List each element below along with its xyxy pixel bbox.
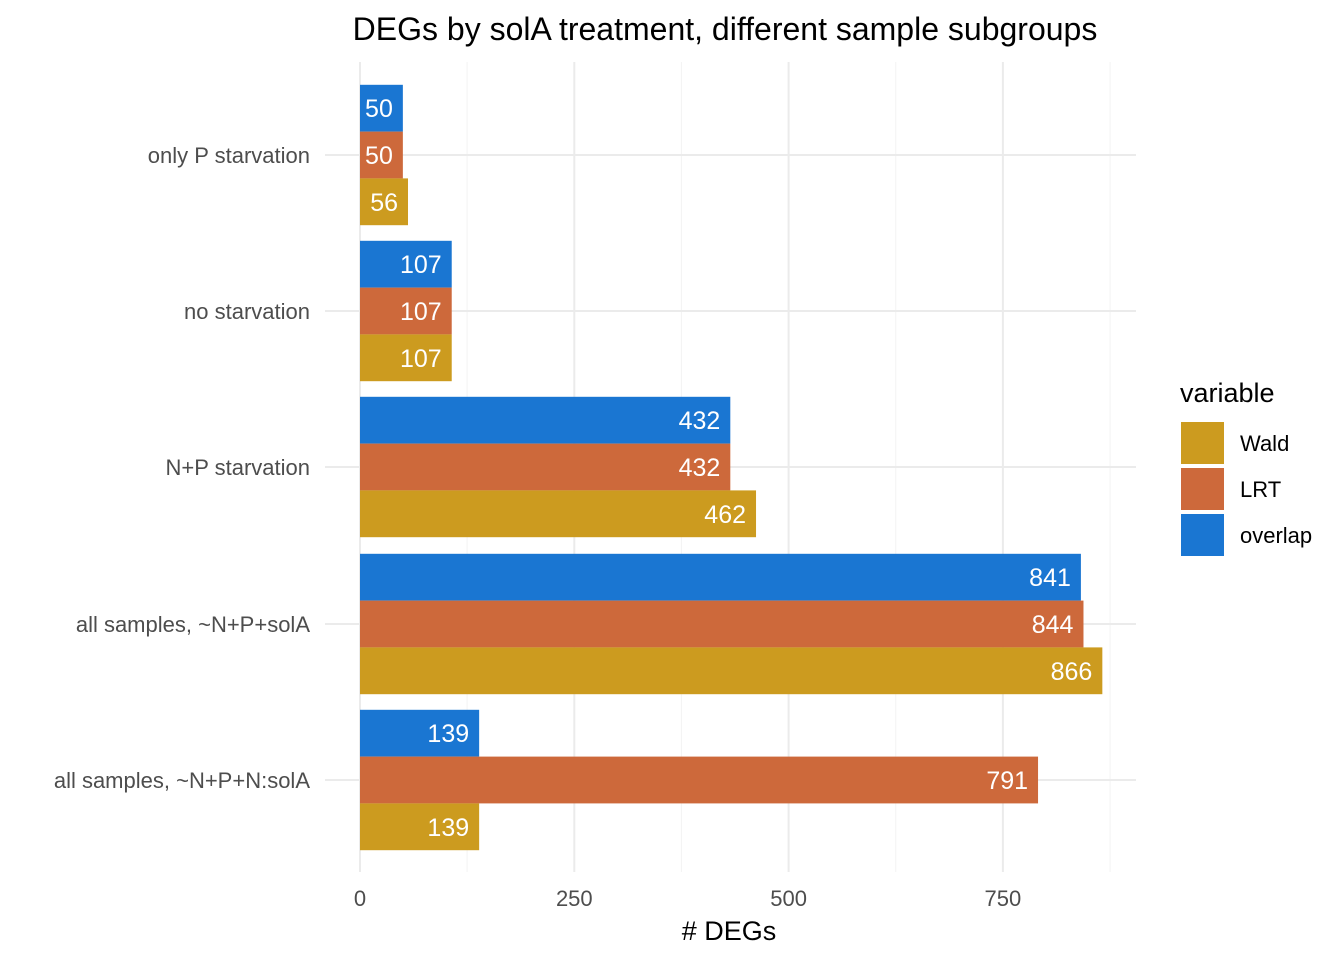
- bar-value-label: 841: [1029, 564, 1071, 592]
- axes: only P starvation no starvation N+P starva…: [54, 143, 1021, 911]
- y-tick-label: only P starvation: [148, 143, 310, 168]
- x-axis-title: # DEGs: [682, 916, 777, 946]
- bar-value-label: 866: [1051, 658, 1093, 686]
- bar-labels: 50 50 56 107 107 107 432 432 462 841 844 866 139 791 1…: [365, 95, 1092, 842]
- bar-lrt: [360, 287, 452, 335]
- bar-value-label: 139: [427, 720, 469, 748]
- bar-value-label: 462: [704, 501, 746, 529]
- bar-value-label: 844: [1032, 611, 1074, 639]
- bar-value-label: 50: [365, 95, 393, 123]
- bar-wald: [360, 803, 480, 851]
- y-tick-label: no starvation: [184, 299, 310, 324]
- bar-overlap: [360, 709, 480, 757]
- bar-value-label: 139: [427, 814, 469, 842]
- legend-title: variable: [1180, 378, 1275, 408]
- legend-label-overlap: overlap: [1240, 523, 1312, 548]
- bar-wald: [360, 334, 452, 382]
- legend-key-wald: [1181, 422, 1224, 464]
- bar-lrt: [360, 600, 1084, 648]
- legend-key-lrt: [1181, 468, 1224, 510]
- legend-key-overlap: [1181, 514, 1224, 556]
- x-tick-label: 750: [985, 886, 1022, 911]
- y-tick-label: all samples, ~N+P+N:solA: [54, 768, 310, 793]
- y-tick-label: N+P starvation: [165, 455, 310, 480]
- bar-value-label: 56: [370, 189, 398, 217]
- bar-overlap: [360, 553, 1081, 601]
- bar-lrt: [360, 756, 1039, 804]
- bar-value-label: 107: [400, 251, 442, 279]
- bar-lrt: [360, 131, 403, 179]
- bar-value-label: 432: [679, 454, 721, 482]
- bar-wald: [360, 178, 409, 226]
- bar-value-label: 791: [986, 767, 1028, 795]
- bar-overlap: [360, 396, 731, 444]
- x-tick-label: 500: [770, 886, 807, 911]
- bars: [360, 84, 1103, 851]
- legend-items: Wald LRT overlap: [1181, 422, 1312, 556]
- bar-value-label: 107: [400, 298, 442, 326]
- bar-value-label: 50: [365, 142, 393, 170]
- x-tick-label: 250: [556, 886, 593, 911]
- y-tick-label: all samples, ~N+P+solA: [76, 612, 310, 637]
- chart-title: DEGs by solA treatment, different sample…: [353, 11, 1098, 47]
- bar-wald: [360, 490, 757, 538]
- legend-label-wald: Wald: [1240, 431, 1289, 456]
- bar-value-label: 107: [400, 345, 442, 373]
- bar-overlap: [360, 240, 452, 288]
- legend-label-lrt: LRT: [1240, 477, 1281, 502]
- bar-wald: [360, 647, 1103, 695]
- x-tick-label: 0: [354, 886, 366, 911]
- bar-lrt: [360, 443, 731, 491]
- legend: variable Wald LRT overlap: [1180, 378, 1312, 556]
- bar-value-label: 432: [679, 407, 721, 435]
- bar-overlap: [360, 84, 403, 132]
